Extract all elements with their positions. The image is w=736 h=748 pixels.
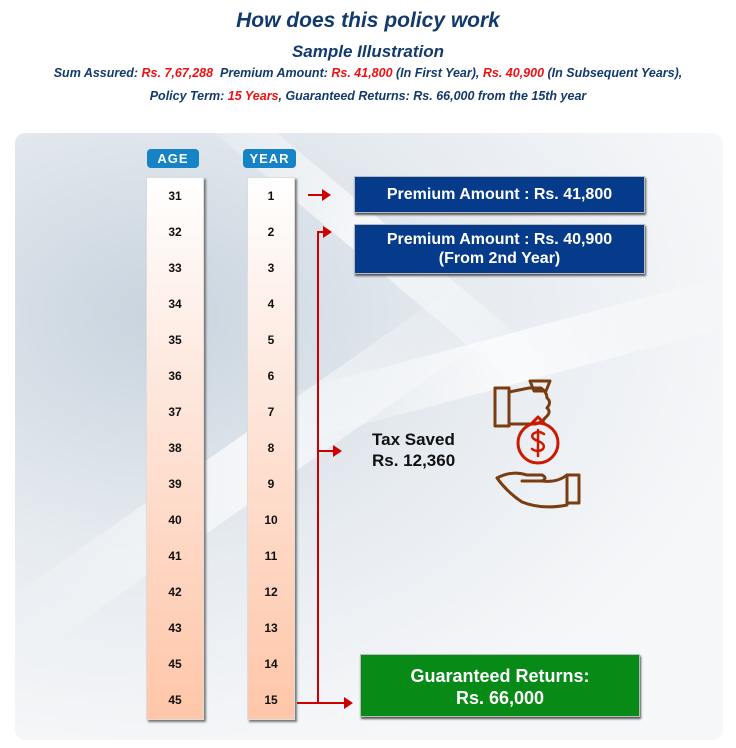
- tax-saved: Tax Saved Rs. 12,360: [372, 429, 455, 471]
- year-cell: 13: [264, 621, 278, 635]
- policy-info-line-1: Sum Assured: Rs. 7,67,288 Premium Amount…: [0, 65, 736, 88]
- connector-vertical-line: [317, 232, 319, 704]
- age-column: 31 32 33 34 35 36 37 38 39 40 41 42 43 45 45: [146, 177, 204, 720]
- year-cell: 12: [264, 585, 278, 599]
- sum-value: Rs. 7,67,288: [141, 66, 214, 80]
- age-cell: 38: [168, 441, 182, 455]
- age-cell: 32: [168, 225, 182, 239]
- year-cell: 8: [267, 441, 275, 455]
- sum-label: Sum Assured:: [53, 66, 142, 80]
- year-cell: 5: [267, 333, 275, 347]
- premium-next: Rs. 40,900: [482, 66, 545, 80]
- year-cell: 2: [267, 225, 275, 239]
- arrow-year2-line: [317, 231, 325, 233]
- age-cell: 34: [168, 297, 182, 311]
- page-title: How does this policy work: [236, 9, 500, 32]
- year-cell: 4: [267, 297, 275, 311]
- returns-line2: Rs. 66,000: [455, 688, 545, 708]
- age-cell: 33: [168, 261, 182, 275]
- year-header: YEAR: [243, 149, 296, 168]
- year-cell: 9: [267, 477, 275, 491]
- age-cell: 45: [168, 657, 182, 671]
- year-cell: 1: [267, 189, 275, 203]
- year-cell: 6: [267, 369, 275, 383]
- arrow-year1-line: [308, 194, 324, 196]
- arrow-tax-head: [333, 445, 342, 457]
- guaranteed-returns-box: Guaranteed Returns: Rs. 66,000: [360, 654, 640, 717]
- arrow-year2-head: [323, 226, 332, 238]
- premium-next-line2: (From 2nd Year): [438, 250, 561, 267]
- arrow-year1-head: [322, 189, 331, 201]
- age-cell: 41: [168, 549, 182, 563]
- returns-line1: Guaranteed Returns:: [410, 666, 590, 686]
- year-cell: 11: [264, 549, 278, 563]
- tax-saved-label: Tax Saved: [372, 430, 455, 449]
- year-column: 1 2 3 4 5 6 7 8 9 10 11 12 13 14 15: [247, 177, 295, 720]
- age-cell: 45: [168, 693, 182, 707]
- age-cell: 39: [168, 477, 182, 491]
- age-cell: 42: [168, 585, 182, 599]
- year-cell: 14: [264, 657, 278, 671]
- premium-next-box: Premium Amount : Rs. 40,900 (From 2nd Ye…: [354, 224, 645, 274]
- premium-first-box: Premium Amount : Rs. 41,800: [354, 176, 645, 213]
- year-cell: 3: [267, 261, 275, 275]
- age-cell: 35: [168, 333, 182, 347]
- returns-text: , Guaranteed Returns: Rs. 66,000 from th…: [278, 89, 587, 103]
- age-cell: 40: [168, 513, 182, 527]
- age-cell: 36: [168, 369, 182, 383]
- tax-saved-value: Rs. 12,360: [372, 451, 456, 470]
- page-subtitle: Sample Illustration: [291, 42, 445, 61]
- premium-first: Rs. 41,800: [331, 66, 393, 80]
- arrow-tax-line: [317, 450, 335, 452]
- page-header: How does this policy work Sample Illustr…: [0, 8, 736, 111]
- age-cell: 37: [168, 405, 182, 419]
- term-value: 15 Years: [227, 89, 279, 103]
- premium-label: Premium Amount:: [213, 66, 332, 80]
- year-cell: 15: [264, 693, 278, 707]
- premium-next-note: (In Subsequent Years),: [544, 66, 683, 80]
- age-cell: 43: [168, 621, 182, 635]
- arrow-returns-line: [297, 702, 345, 704]
- arrow-returns-head: [344, 697, 353, 709]
- term-label: Policy Term:: [149, 89, 228, 103]
- premium-first-note: (In First Year),: [392, 66, 483, 80]
- year-cell: 7: [267, 405, 275, 419]
- year-cell: 10: [264, 513, 278, 527]
- hand-giving-money-bag-icon: [493, 379, 581, 509]
- age-header: AGE: [147, 149, 199, 168]
- premium-next-line1: Premium Amount : Rs. 40,900: [386, 231, 613, 248]
- policy-info-line-2: Policy Term: 15 Years, Guaranteed Return…: [0, 88, 736, 111]
- age-cell: 31: [168, 189, 182, 203]
